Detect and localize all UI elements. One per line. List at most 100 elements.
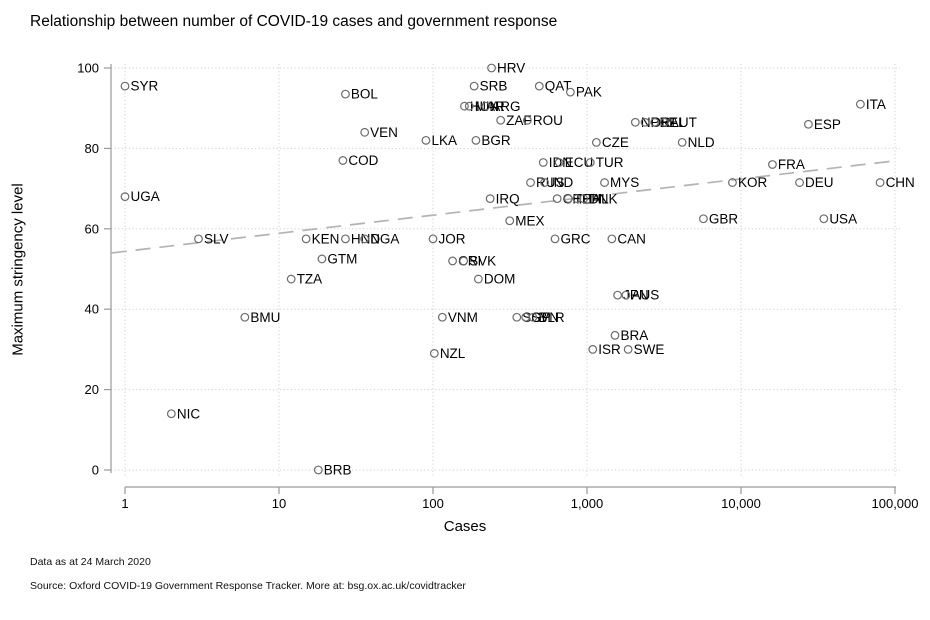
data-point-ESP [804, 119, 813, 129]
x-axis-tick-label: 10 [272, 496, 286, 511]
data-point-USA [819, 214, 829, 224]
data-point-IND [540, 178, 549, 187]
data-point-label-BLR: BLR [538, 310, 565, 325]
trend-line [111, 159, 899, 254]
data-point-label-NGA: NGA [370, 231, 399, 246]
footer-source: Source: Oxford COVID-19 Government Respo… [30, 580, 466, 592]
y-axis-tick-label: 100 [77, 61, 99, 76]
data-point-DOM [473, 274, 483, 284]
data-point-HUN [460, 101, 469, 111]
data-point-PRT [640, 117, 650, 127]
data-point-label-QAT: QAT [545, 79, 572, 94]
data-point-QAT [534, 81, 544, 91]
data-point-label-CZE: CZE [602, 135, 629, 150]
data-point-TUR [585, 158, 595, 167]
data-point-label-UGA: UGA [131, 189, 160, 204]
x-axis-tick-label: 1,000 [571, 496, 604, 511]
data-point-BOL [341, 89, 350, 99]
data-point-label-HUN: HUN [470, 99, 499, 114]
data-point-label-PRT: PRT [650, 115, 677, 130]
data-point-label-VEN: VEN [370, 125, 398, 140]
data-point-label-JOR: JOR [439, 231, 466, 246]
data-point-label-BRA: BRA [621, 328, 649, 343]
data-point-COD [338, 156, 348, 165]
data-point-label-SRB: SRB [480, 79, 508, 94]
data-point-BMU [240, 312, 250, 322]
data-point-SLV [194, 234, 203, 244]
data-point-RUS [526, 178, 535, 187]
y-axis-tick-label: 80 [85, 141, 99, 156]
data-point-BLR [528, 312, 538, 322]
data-point-label-MEX: MEX [515, 213, 544, 228]
y-axis-tick-label: 60 [85, 221, 99, 236]
data-point-HND [341, 234, 350, 244]
data-point-NLD [677, 137, 687, 147]
data-point-JOR [428, 234, 438, 244]
data-point-label-PAK: PAK [576, 85, 602, 100]
data-point-label-SVK: SVK [469, 254, 496, 269]
data-point-label-IND: IND [550, 175, 574, 190]
data-point-NOR [630, 117, 640, 127]
data-point-AUT [659, 117, 669, 127]
data-point-GRC [550, 234, 560, 244]
data-point-label-ARG: ARG [491, 99, 520, 114]
data-point-VNM [437, 312, 447, 322]
data-point-label-HRV: HRV [497, 61, 525, 76]
data-point-HRV [487, 63, 496, 73]
data-point-NGA [360, 234, 370, 244]
data-point-THA [563, 194, 573, 204]
data-point-CHN [875, 178, 885, 187]
y-axis-tick-label: 20 [85, 382, 99, 397]
data-point-label-IRQ: IRQ [496, 191, 520, 206]
data-point-label-ISR: ISR [598, 342, 621, 357]
data-point-label-BGR: BGR [481, 133, 511, 148]
data-point-FRA [768, 160, 777, 169]
footer-data-date: Data as at 24 March 2020 [30, 556, 151, 568]
x-axis-label: Cases [443, 518, 487, 535]
data-point-label-GTM: GTM [327, 252, 357, 267]
data-point-GBR [699, 214, 708, 224]
data-point-label-TZA: TZA [297, 272, 323, 287]
data-point-ZAF [496, 115, 506, 125]
data-point-ARG [481, 101, 491, 111]
data-point-BRB [313, 465, 323, 475]
x-axis-tick-label: 100 [422, 496, 444, 511]
data-point-label-SVN: SVN [531, 310, 559, 325]
data-point-SRB [469, 81, 479, 91]
data-point-label-BMU: BMU [250, 310, 280, 325]
data-point-DEU [795, 178, 804, 187]
data-point-label-PHL: PHL [582, 191, 609, 206]
data-point-CAN [607, 234, 617, 244]
data-point-label-FRA: FRA [778, 157, 805, 172]
data-point-label-SWE: SWE [634, 342, 665, 357]
data-point-PHL [572, 194, 582, 204]
data-point-UGA [120, 192, 130, 202]
data-point-label-ESP: ESP [814, 117, 841, 132]
data-point-label-AUS: AUS [631, 288, 659, 303]
data-point-label-COD: COD [348, 153, 378, 168]
data-point-label-HND: HND [351, 231, 380, 246]
data-point-label-KOR: KOR [738, 175, 768, 190]
data-point-BGR [471, 135, 481, 145]
data-point-CZE [591, 137, 601, 147]
data-point-LKA [421, 135, 431, 145]
data-point-BEL [650, 117, 660, 127]
data-point-label-SLV: SLV [204, 231, 229, 246]
data-point-NIC [166, 409, 176, 419]
data-point-BRA [610, 330, 620, 340]
data-point-SGP [512, 312, 522, 322]
data-point-KEN [301, 234, 311, 244]
data-point-GTM [317, 254, 327, 264]
data-point-PAK [565, 87, 575, 97]
data-point-CRI [448, 256, 457, 266]
data-point-label-BOL: BOL [351, 87, 379, 102]
data-point-label-BRB: BRB [324, 463, 352, 478]
data-point-label-NLD: NLD [688, 135, 715, 150]
data-point-VEN [360, 127, 370, 137]
data-point-label-CAN: CAN [617, 231, 646, 246]
data-point-TZA [286, 274, 296, 284]
data-point-SWE [623, 345, 633, 354]
x-axis-tick-label: 1 [121, 496, 128, 511]
